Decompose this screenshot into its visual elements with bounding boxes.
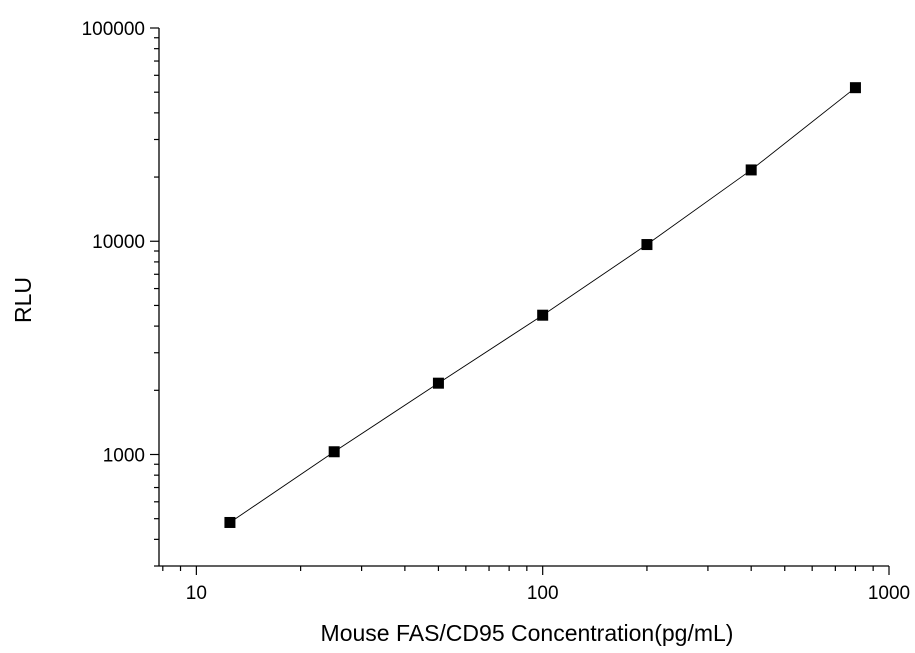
x-tick-label: 1000 [868,583,910,604]
x-tick-label: 10 [186,583,207,604]
x-axis-title: Mouse FAS/CD95 Concentration(pg/mL) [321,620,734,646]
fit-curve-line [229,87,856,523]
fit-line-layer [229,87,856,523]
data-point [745,164,757,176]
data-point [224,516,236,528]
x-tick-label: 100 [527,583,559,604]
y-tick-label: 1000 [103,445,145,466]
data-point [432,377,444,389]
axes-layer [158,28,889,567]
ticks-layer: 10 100 1000 1000 10000 100000 [82,19,911,604]
data-points-layer [224,82,861,528]
data-point [641,239,653,251]
y-tick-label: 10000 [92,232,145,253]
data-point [849,82,861,94]
y-tick-label: 100000 [82,19,145,40]
data-point [537,309,549,321]
data-point [328,446,340,458]
y-axis-title: RLU [10,277,36,323]
